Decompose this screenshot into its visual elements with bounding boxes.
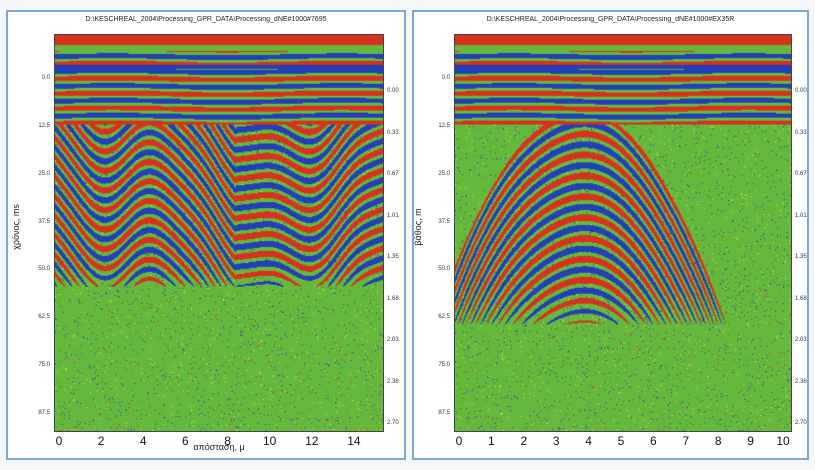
x-tick-label: 4 bbox=[585, 434, 592, 448]
x-tick-label: 7 bbox=[682, 434, 690, 448]
x-tick-label: 0 bbox=[55, 434, 63, 448]
depth-tick-label: 0.67 bbox=[387, 171, 399, 177]
y-tick-label: 12.5 bbox=[438, 122, 450, 129]
depth-tick-label: 0.00 bbox=[795, 88, 807, 94]
y-axis-label: βάθος, m bbox=[413, 208, 423, 246]
y-tick-label: 12.5 bbox=[38, 122, 50, 129]
depth-tick-label: 1.35 bbox=[387, 254, 399, 260]
depth-tick-label: 0.67 bbox=[795, 171, 807, 177]
y-tick-label: 25.0 bbox=[438, 170, 450, 177]
y-tick-label: 75.0 bbox=[438, 362, 450, 369]
y-tick-label: 62.5 bbox=[438, 314, 450, 321]
x-tick-label: 0 bbox=[455, 434, 463, 448]
x-tick-label: 2 bbox=[520, 434, 528, 448]
depth-tick-label: 1.68 bbox=[387, 295, 399, 302]
y-tick-label: 37.5 bbox=[438, 218, 450, 225]
depth-tick-label: 1.01 bbox=[795, 212, 807, 219]
depth-tick-label: 2.70 bbox=[387, 420, 399, 426]
y-tick-label: 0.0 bbox=[441, 75, 450, 81]
y-axis-label: χρόνος, ms bbox=[11, 204, 21, 250]
radargram-image bbox=[454, 34, 792, 432]
x-tick-label: 8 bbox=[714, 434, 722, 448]
x-tick-label: 8 bbox=[224, 434, 231, 448]
depth-tick-label: 1.01 bbox=[387, 212, 399, 219]
x-tick-label: 10 bbox=[776, 434, 790, 448]
depth-tick-label: 2.36 bbox=[387, 378, 399, 385]
y-tick-label: 62.5 bbox=[38, 314, 50, 321]
y-tick-label: 37.5 bbox=[38, 218, 50, 225]
panel-title: D:\KESCHREAL_2004\Processing_GPR_DATA\Pr… bbox=[85, 16, 327, 23]
depth-tick-label: 2.03 bbox=[795, 337, 807, 343]
y-tick-label: 87.5 bbox=[38, 410, 50, 416]
x-tick-label: 6 bbox=[182, 434, 189, 448]
depth-tick-label: 1.35 bbox=[795, 254, 807, 260]
y-tick-label: 50.0 bbox=[438, 266, 450, 273]
radargram-panel-right: D:\KESCHREAL_2004\Processing_GPR_DATA\Pr… bbox=[412, 10, 809, 460]
y-tick-label: 87.5 bbox=[438, 410, 450, 416]
y-tick-label: 50.0 bbox=[38, 266, 50, 273]
x-tick-label: 10 bbox=[262, 434, 277, 448]
y-tick-label: 75.0 bbox=[38, 362, 50, 369]
x-tick-label: 3 bbox=[552, 434, 560, 448]
radargram-panel-left: D:\KESCHREAL_2004\Processing_GPR_DATA\Pr… bbox=[6, 10, 406, 460]
depth-tick-label: 2.70 bbox=[795, 420, 807, 426]
x-tick-label: 1 bbox=[488, 434, 495, 448]
x-tick-label: 12 bbox=[305, 434, 319, 448]
x-tick-label: 4 bbox=[139, 434, 147, 448]
x-tick-label: 6 bbox=[650, 434, 657, 448]
depth-tick-label: 2.36 bbox=[795, 378, 807, 385]
depth-tick-label: 0.33 bbox=[387, 129, 399, 136]
y-tick-label: 25.0 bbox=[38, 170, 50, 177]
x-tick-label: 2 bbox=[97, 434, 105, 448]
y-tick-label: 0.0 bbox=[41, 75, 50, 81]
depth-tick-label: 1.68 bbox=[795, 295, 807, 302]
depth-tick-label: 0.00 bbox=[387, 88, 399, 94]
x-tick-label: 9 bbox=[747, 434, 754, 448]
radargram-image bbox=[54, 34, 384, 432]
panel-title: D:\KESCHREAL_2004\Processing_GPR_DATA\Pr… bbox=[486, 16, 735, 23]
x-tick-label: 5 bbox=[617, 434, 625, 448]
x-axis-label: απόσταση, μ bbox=[193, 442, 245, 452]
depth-tick-label: 0.33 bbox=[795, 129, 807, 136]
x-tick-label: 14 bbox=[347, 434, 361, 448]
depth-tick-label: 2.03 bbox=[387, 337, 399, 343]
